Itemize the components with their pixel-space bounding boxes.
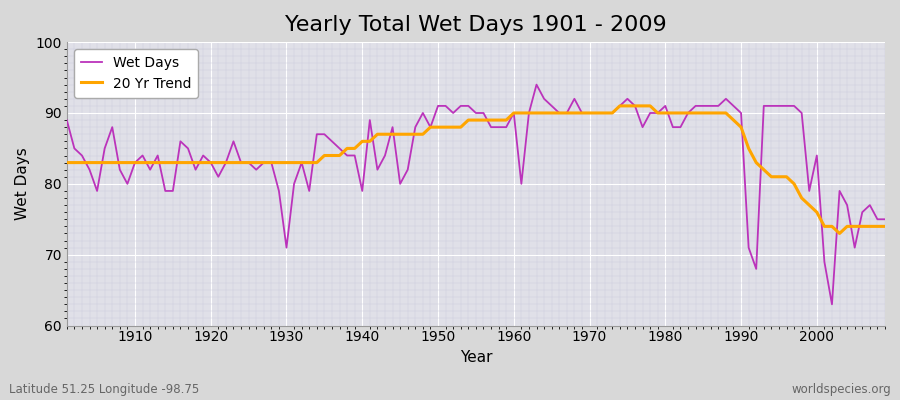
Wet Days	[826, 302, 837, 307]
20 Yr Trend	[122, 160, 133, 165]
Title: Yearly Total Wet Days 1901 - 2009: Yearly Total Wet Days 1901 - 2009	[285, 15, 667, 35]
Text: Latitude 51.25 Longitude -98.75: Latitude 51.25 Longitude -98.75	[9, 383, 199, 396]
20 Yr Trend	[615, 104, 626, 108]
20 Yr Trend	[834, 231, 845, 236]
Wet Days	[122, 182, 133, 186]
Text: worldspecies.org: worldspecies.org	[791, 383, 891, 396]
20 Yr Trend	[61, 160, 72, 165]
Wet Days	[334, 146, 345, 151]
Wet Days	[289, 182, 300, 186]
Legend: Wet Days, 20 Yr Trend: Wet Days, 20 Yr Trend	[74, 49, 198, 98]
20 Yr Trend	[334, 153, 345, 158]
Wet Days	[508, 110, 519, 115]
Line: 20 Yr Trend: 20 Yr Trend	[67, 106, 885, 234]
Wet Days	[879, 217, 890, 222]
Y-axis label: Wet Days: Wet Days	[15, 148, 30, 220]
X-axis label: Year: Year	[460, 350, 492, 365]
Wet Days	[500, 125, 511, 130]
Wet Days	[531, 82, 542, 87]
20 Yr Trend	[289, 160, 300, 165]
20 Yr Trend	[508, 110, 519, 115]
20 Yr Trend	[599, 110, 610, 115]
20 Yr Trend	[879, 224, 890, 229]
Line: Wet Days: Wet Days	[67, 85, 885, 304]
20 Yr Trend	[500, 118, 511, 122]
Wet Days	[61, 118, 72, 122]
Wet Days	[607, 110, 617, 115]
